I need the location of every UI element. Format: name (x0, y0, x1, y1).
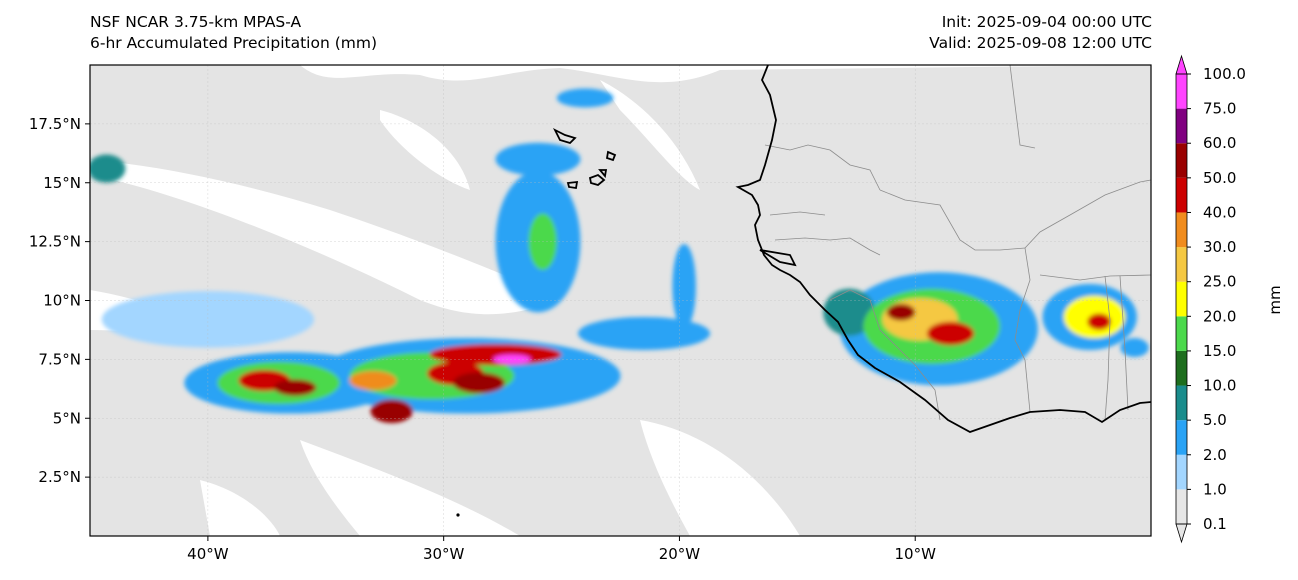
colorbar-segment (1176, 489, 1187, 524)
coastlines (552, 65, 1151, 433)
precip-cell (1120, 338, 1149, 358)
colorbar-tick-label: 1.0 (1203, 480, 1227, 498)
lat-tick-label: 15°N (43, 174, 81, 192)
lat-tick-label: 10°N (43, 292, 81, 310)
colorbar-tick-label: 60.0 (1203, 134, 1236, 152)
gridlines (90, 65, 1151, 536)
valid-time: Valid: 2025-09-08 12:00 UTC (929, 34, 1152, 52)
plot-area (90, 65, 1151, 536)
precip-cell (90, 154, 126, 183)
colorbar-extend-max (1175, 54, 1188, 75)
colorbar-tick-label: 15.0 (1203, 342, 1236, 360)
border-senegal-mauritania (764, 144, 881, 191)
border-mali-burkina (1024, 179, 1151, 249)
precip-cell (453, 372, 505, 394)
colorbar-segment (1176, 420, 1187, 455)
colorbar: 0.1 1.0 2.0 5.0 10.0 15.0 20.0 25.0 30.0 40.0 50.0… (1175, 54, 1246, 544)
border-ghana-burkina (1039, 274, 1151, 281)
west-africa-coastline (735, 65, 1151, 433)
colorbar-tick-label: 20.0 (1203, 307, 1236, 325)
precip-cell (672, 243, 696, 329)
border-ghana-togo (1104, 275, 1111, 421)
title-block-right: Init: 2025-09-04 00:00 UTC Valid: 2025-0… (929, 12, 1152, 54)
colorbar-tick-label: 50.0 (1203, 169, 1236, 187)
lon-tick-label: 10°W (895, 545, 937, 563)
precip-cell (273, 379, 317, 396)
precip-cell (556, 88, 614, 108)
colorbar-segment (1176, 385, 1187, 421)
colorbar-segment (1176, 247, 1187, 282)
small-island (456, 513, 460, 517)
colorbar-tick-label: 5.0 (1203, 411, 1227, 429)
colorbar-extend-min (1175, 523, 1188, 544)
colorbar-segment (1176, 454, 1187, 490)
lat-tick-label: 7.5°N (38, 350, 81, 368)
colorbar-segment (1176, 108, 1187, 144)
lat-tick-label: 5°N (53, 409, 81, 427)
cabo-verde-island-5 (598, 169, 608, 179)
cabo-verde-island-2 (605, 150, 617, 162)
colorbar-tick-label: 0.1 (1203, 515, 1227, 533)
lon-tick-label: 30°W (423, 545, 465, 563)
cabo-verde-island-1 (552, 127, 577, 145)
colorbar-tick-label: 25.0 (1203, 273, 1236, 291)
cabo-verde-island-3 (588, 173, 606, 186)
title-block-left: NSF NCAR 3.75-km MPAS-A 6-hr Accumulated… (90, 12, 377, 54)
precip-cell (1087, 313, 1111, 330)
precip-cell (370, 399, 414, 423)
bijagos-islands (759, 249, 797, 267)
field-title: 6-hr Accumulated Precipitation (mm) (90, 34, 377, 52)
precip-cell (578, 316, 711, 350)
border-guinea-bissau (774, 237, 881, 256)
border-sierra-leone (829, 289, 896, 346)
colorbar-segment (1176, 316, 1187, 351)
colorbar-unit-label: mm (1266, 285, 1284, 314)
axis-ticks: 2.5°N 5°N 7.5°N 10°N 12.5°N 15°N 17.5°N 40°W 30°… (29, 115, 936, 563)
lat-tick-label: 2.5°N (38, 468, 81, 486)
border-togo-benin (1119, 275, 1129, 411)
colorbar-tick-label: 10.0 (1203, 377, 1236, 395)
lat-tick-label: 12.5°N (29, 233, 81, 251)
colorbar-segment (1176, 143, 1187, 178)
lon-tick-label: 40°W (187, 545, 229, 563)
colorbar-segment (1176, 281, 1187, 317)
precip-cell (493, 354, 531, 365)
lat-tick-label: 17.5°N (29, 115, 81, 133)
init-time: Init: 2025-09-04 00:00 UTC (941, 13, 1152, 31)
colorbar-tick-label: 40.0 (1203, 203, 1236, 221)
border-liberia-cote (894, 344, 941, 421)
precipitation-layer (90, 88, 1149, 423)
border-gambia (769, 211, 826, 216)
colorbar-frame (1175, 73, 1188, 525)
colorbar-segment (1176, 74, 1187, 109)
colorbar-tick-label: 100.0 (1203, 65, 1246, 83)
colorbar-tick-label: 75.0 (1203, 100, 1236, 118)
country-borders (764, 65, 1151, 421)
precip-cell (495, 142, 581, 176)
precip-cell (886, 304, 916, 321)
border-cote-ghana (1014, 247, 1031, 413)
colorbar-segment (1176, 212, 1187, 248)
border-mali-guinea (879, 189, 1026, 251)
precip-cell (429, 344, 562, 366)
lon-tick-label: 20°W (659, 545, 701, 563)
border-mauritania-mali (1009, 65, 1036, 149)
colorbar-segment (1176, 177, 1187, 213)
model-title: NSF NCAR 3.75-km MPAS-A (90, 13, 302, 31)
colorbar-tick-label: 2.0 (1203, 446, 1227, 464)
precip-cell (349, 371, 397, 390)
cabo-verde-island-4 (566, 180, 579, 190)
colorbar-tick-label: 30.0 (1203, 238, 1236, 256)
colorbar-segment (1176, 350, 1187, 386)
precip-cell (101, 291, 314, 348)
precip-cell (927, 321, 975, 346)
